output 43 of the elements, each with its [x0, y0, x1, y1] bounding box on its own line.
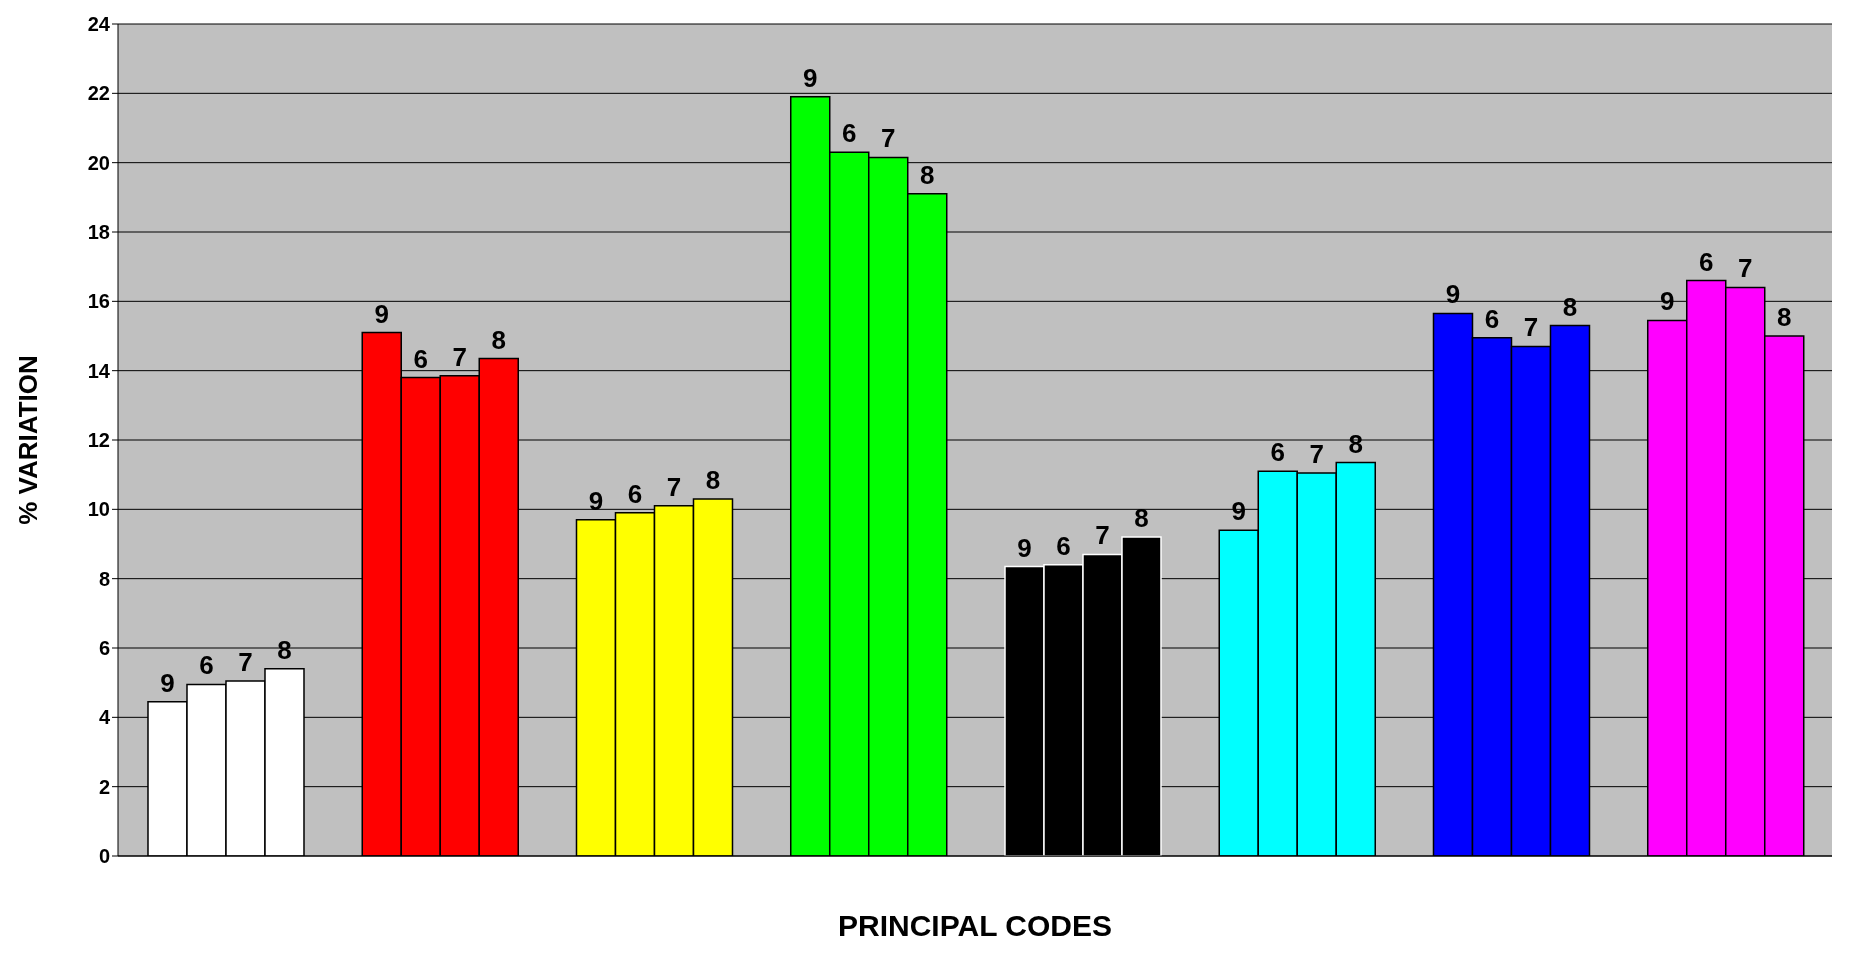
text: 6: [413, 343, 428, 374]
y-tick-label: 2: [98, 775, 110, 798]
text: 9: [588, 485, 604, 516]
text: 6: [199, 650, 214, 681]
y-tick-label: 16: [87, 290, 110, 313]
text: 7: [1523, 312, 1539, 343]
text: 7: [452, 341, 467, 372]
y-tick-label: 18: [87, 221, 110, 244]
text: 6: [1484, 303, 1500, 334]
text: 9: [374, 298, 389, 329]
y-tick-label: 0: [98, 845, 110, 868]
y-tick-label: 24: [87, 13, 111, 36]
text: 7: [1309, 438, 1324, 469]
text: 8: [1348, 428, 1363, 459]
text: 8: [1777, 302, 1792, 332]
y-tick-label: 22: [87, 82, 110, 105]
text: 6: [1270, 437, 1285, 468]
text: 8: [491, 324, 506, 355]
series-label: 6: [627, 478, 643, 509]
text: 6: [1699, 246, 1714, 277]
y-tick-label: 8: [98, 567, 110, 590]
y-tick-label: 6: [98, 637, 110, 660]
text: 7: [1738, 253, 1753, 284]
text: 9: [803, 62, 818, 93]
text: 8: [1134, 503, 1149, 534]
series-label: 7: [238, 646, 253, 677]
text: 7: [1095, 520, 1110, 551]
y-axis-title: % VARIATION: [13, 355, 44, 525]
y-tick-label: 20: [87, 151, 110, 174]
text: 9: [1017, 532, 1032, 563]
text: 7: [666, 471, 682, 502]
series-label: 9: [160, 667, 175, 698]
text: 6: [842, 118, 857, 149]
x-axis-title: PRINCIPAL CODES: [838, 909, 1112, 942]
y-tick-label: 10: [87, 498, 110, 521]
y-tick-label: 4: [98, 706, 111, 729]
text: 7: [881, 123, 896, 154]
text: 6: [1056, 530, 1071, 561]
y-tick-label: 12: [87, 429, 110, 452]
series-label: 8: [277, 634, 292, 665]
y-tick-label: 14: [87, 359, 111, 382]
text: 8: [705, 464, 721, 495]
text: 8: [920, 159, 935, 190]
